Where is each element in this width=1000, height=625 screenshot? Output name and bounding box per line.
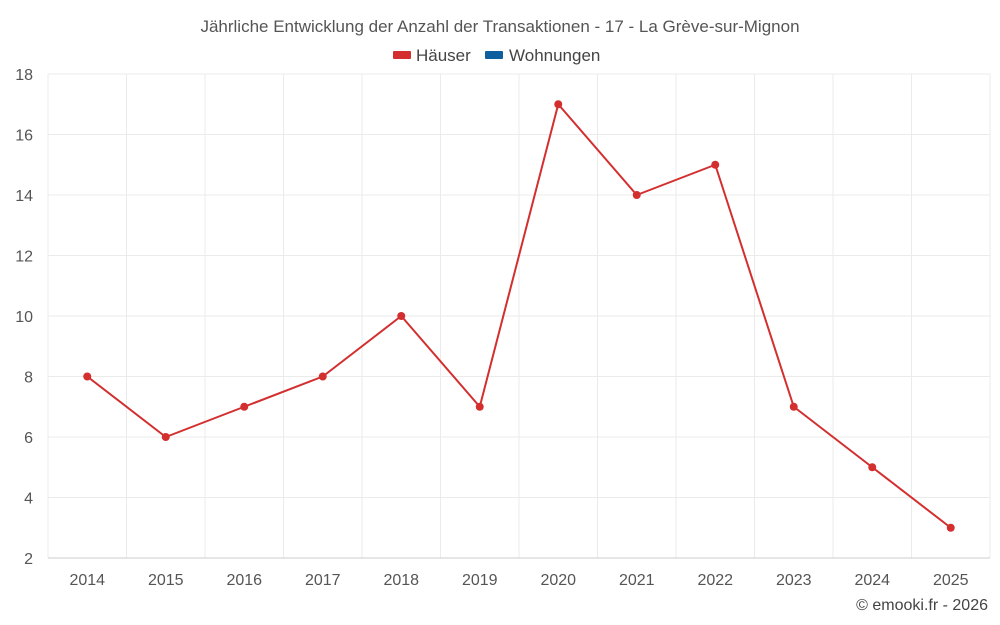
x-tick-label: 2016 [226, 572, 262, 589]
y-tick-label: 18 [15, 67, 33, 84]
x-tick-label: 2025 [933, 572, 969, 589]
legend-label-apartments: Wohnungen [509, 46, 600, 65]
legend-swatch-houses [393, 51, 411, 59]
chart-title: Jährliche Entwicklung der Anzahl der Tra… [200, 17, 799, 36]
data-point[interactable] [397, 312, 406, 320]
x-tick-label: 2020 [540, 572, 576, 589]
legend-item-houses[interactable]: Häuser [393, 46, 471, 65]
x-tick-label: 2023 [776, 572, 812, 589]
series-houses [83, 100, 955, 532]
data-point[interactable] [711, 160, 720, 169]
series-line [86, 103, 952, 529]
grid [47, 73, 991, 558]
data-point[interactable] [83, 372, 92, 381]
x-tick-label: 2021 [619, 572, 655, 589]
legend: Häuser Wohnungen [393, 46, 600, 65]
x-axis-ticks: 2014 2015 2016 2017 2018 2019 2020 2021 2022 2023… [69, 572, 968, 589]
x-tick-label: 2017 [305, 572, 341, 589]
y-tick-label: 16 [15, 128, 33, 145]
credit-text: © emooki.fr - 2026 [856, 597, 988, 614]
y-tick-label: 12 [15, 249, 33, 266]
data-point[interactable] [789, 402, 798, 411]
data-point[interactable] [318, 372, 327, 381]
y-tick-label: 14 [15, 188, 33, 205]
x-tick-label: 2018 [383, 572, 419, 589]
x-tick-label: 2019 [462, 572, 498, 589]
y-axis-ticks: 2 4 6 8 10 12 14 16 18 [15, 67, 33, 568]
legend-swatch-apartments [485, 51, 503, 59]
y-tick-label: 8 [24, 370, 33, 387]
y-tick-label: 4 [24, 491, 33, 508]
data-point[interactable] [632, 191, 641, 199]
x-tick-label: 2015 [148, 572, 184, 589]
x-tick-label: 2024 [854, 572, 890, 589]
y-tick-label: 6 [24, 430, 33, 447]
x-tick-label: 2014 [69, 572, 105, 589]
data-point[interactable] [868, 463, 877, 472]
data-point[interactable] [554, 100, 563, 109]
x-tick-label: 2022 [697, 572, 733, 589]
legend-label-houses: Häuser [416, 46, 471, 65]
y-tick-label: 2 [24, 551, 33, 568]
data-point[interactable] [475, 402, 484, 411]
data-point[interactable] [161, 433, 170, 441]
data-point[interactable] [240, 402, 249, 411]
y-tick-label: 10 [15, 309, 33, 326]
legend-item-apartments[interactable]: Wohnungen [485, 46, 600, 65]
data-point[interactable] [946, 523, 955, 532]
